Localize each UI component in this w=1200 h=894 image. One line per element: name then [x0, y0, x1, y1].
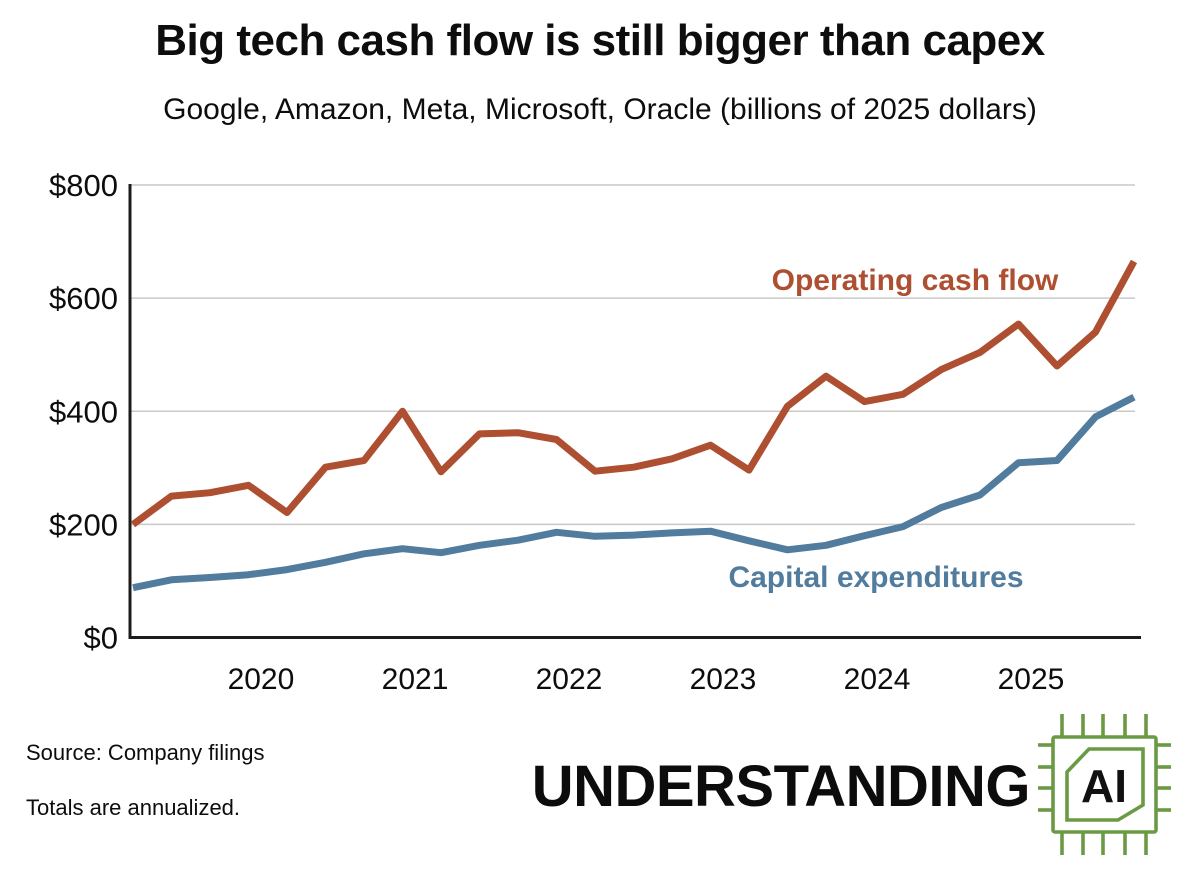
chip-inner-outline [1065, 747, 1145, 822]
logo-wordmark: UNDERSTANDING [531, 754, 1031, 819]
x-tick-label: 2023 [690, 663, 757, 696]
chip-ai-text: AI [1081, 760, 1127, 812]
y-tick-label: $400 [49, 394, 118, 429]
y-tick-label: $200 [49, 507, 118, 542]
y-tick-label: $800 [49, 168, 118, 203]
series-label-operating-cash-flow: Operating cash flow [771, 264, 1059, 297]
series-line-capital-expenditures [132, 393, 1136, 592]
x-tick-label: 2025 [998, 663, 1065, 696]
annualized-note: Totals are annualized. [26, 795, 241, 820]
series-label-capital-expenditures: Capital expenditures [728, 561, 1024, 594]
ai-chip-icon: AI [1038, 714, 1171, 855]
x-tick-label: 2024 [844, 663, 911, 696]
source-note: Source: Company filings [26, 740, 265, 765]
series-line-operating-cash-flow [130, 259, 1138, 528]
x-tick-label: 2022 [536, 663, 603, 696]
y-tick-label: $600 [49, 281, 118, 316]
x-tick-label: 2020 [228, 663, 295, 696]
x-tick-label: 2021 [382, 663, 449, 696]
chart-title: Big tech cash flow is still bigger than … [155, 16, 1045, 65]
chart-subtitle: Google, Amazon, Meta, Microsoft, Oracle … [163, 93, 1037, 126]
y-tick-label: $0 [84, 621, 118, 656]
chip-body [1051, 735, 1158, 834]
